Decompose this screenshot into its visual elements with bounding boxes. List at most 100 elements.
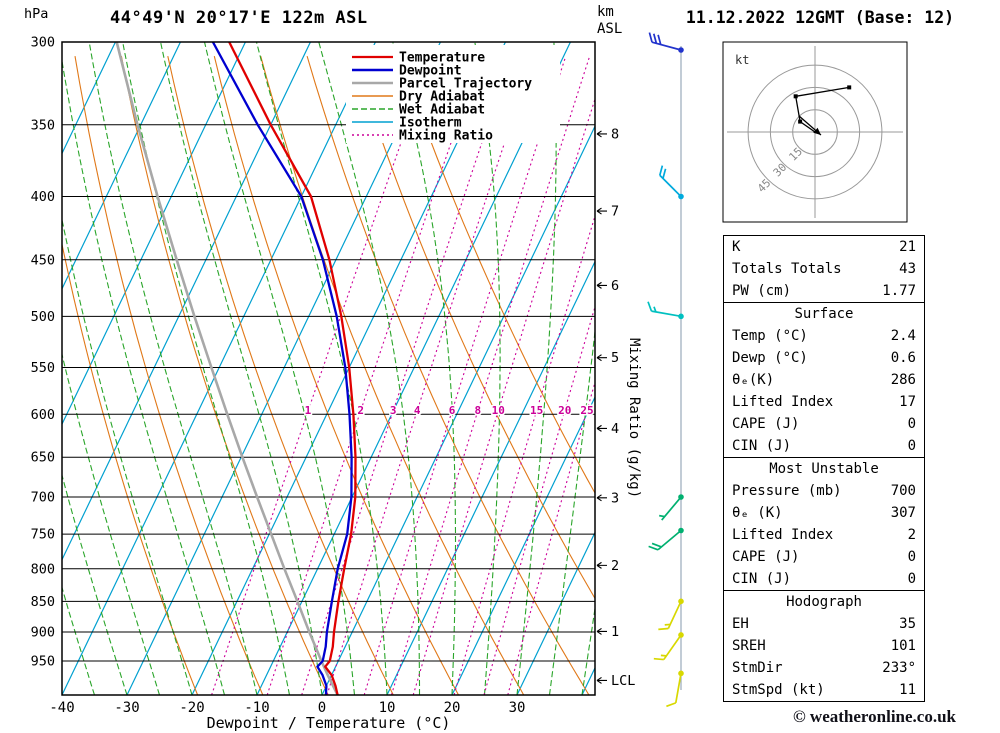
- wet-adiabat-line: [62, 57, 226, 695]
- legend-label: Mixing Ratio: [399, 129, 493, 144]
- pressure-tick-label: 700: [31, 490, 55, 506]
- wind-barb: [648, 529, 682, 551]
- legend-label: Temperature: [399, 51, 485, 66]
- stat-label: K: [732, 239, 741, 255]
- pressure-tick-label: 600: [31, 407, 55, 423]
- wind-level-dot: [678, 670, 684, 677]
- km-tick-label: 7: [611, 204, 619, 220]
- stat-value: 700: [890, 483, 916, 499]
- mixing-ratio-value-label: 6: [449, 404, 456, 417]
- run-datetime: 11.12.2022 12GMT (Base: 12): [685, 8, 955, 27]
- isotherm-line: [386, 260, 595, 695]
- km-tick-label: 1: [611, 624, 619, 640]
- stat-value: 11: [899, 682, 916, 698]
- pressure-tick-label: 750: [31, 527, 55, 543]
- mixing-ratio-line: [326, 55, 534, 695]
- mixing-ratio-value-label: 15: [530, 404, 543, 417]
- stats-section: Surface Temp (°C) 2.4 Dewp (°C) 0.6 θₑ(K) 286 L…: [723, 303, 925, 458]
- mixing-ratio-value-label: 10: [492, 404, 505, 417]
- stat-value: 43: [899, 261, 916, 277]
- stat-value: 0: [907, 438, 916, 454]
- dry-adiabat-line: [306, 55, 590, 695]
- pressure-tick-label: 900: [31, 625, 55, 641]
- stats-section-title: Most Unstable: [769, 461, 879, 477]
- stat-row: Lifted Index 2: [724, 524, 924, 546]
- stat-label: StmSpd (kt): [732, 682, 825, 698]
- pressure-tick-label: 300: [31, 35, 55, 51]
- stat-label: CAPE (J): [732, 416, 800, 432]
- stat-label: CIN (J): [732, 438, 792, 454]
- stats-section: Most Unstable Pressure (mb) 700 θₑ (K) 307 Li…: [723, 458, 925, 591]
- stat-label: θₑ(K): [732, 372, 775, 388]
- stat-row: Pressure (mb) 700: [724, 480, 924, 502]
- isotherm-line: [126, 42, 441, 695]
- wind-barb-column: [647, 32, 684, 708]
- stat-label: Totals Totals: [732, 261, 842, 277]
- dry-adiabat-line: [120, 55, 329, 695]
- isotherm-line: [62, 42, 116, 155]
- mixing-ratio-value-label: 8: [475, 404, 482, 417]
- stat-label: CIN (J): [732, 571, 792, 587]
- km-tick: [596, 494, 607, 502]
- legend-label: Parcel Trajectory: [399, 77, 532, 92]
- storm-motion-arrowhead: [813, 127, 821, 135]
- stat-row: Totals Totals 43: [724, 258, 924, 280]
- temperature-tick-label: 30: [509, 700, 526, 716]
- stat-label: Temp (°C): [732, 328, 808, 344]
- stat-label: StmDir: [732, 660, 783, 676]
- isotherm-line: [451, 395, 595, 695]
- altitude-axis-header: km ASL: [597, 4, 622, 38]
- temperature-tick-label: 0: [318, 700, 326, 716]
- mixing-ratio-value-label: 4: [414, 404, 421, 417]
- stat-value: 2.4: [890, 328, 916, 344]
- wet-adiabat-line: [548, 326, 595, 695]
- wind-barb: [653, 634, 682, 661]
- km-tick-label: 2: [611, 558, 619, 574]
- wind-level-dot: [678, 313, 684, 320]
- km-tick-label: 6: [611, 278, 619, 294]
- pressure-tick-label: 400: [31, 189, 55, 205]
- dry-adiabat-line: [213, 55, 459, 695]
- mixing-ratio-value-label: 1: [305, 404, 312, 417]
- stat-value: 0: [907, 416, 916, 432]
- temperature-tick-label: 20: [444, 700, 461, 716]
- wind-barb: [658, 165, 682, 198]
- stat-label: Lifted Index: [732, 394, 834, 410]
- stat-label: Lifted Index: [732, 527, 834, 543]
- pressure-tick-label: 800: [31, 561, 55, 577]
- wind-level-dot: [678, 47, 684, 53]
- legend-label: Dry Adiabat: [399, 90, 485, 105]
- wind-level-dot: [678, 527, 684, 534]
- hodograph-point: [847, 85, 852, 90]
- stats-table: K 21 Totals Totals 43 PW (cm) 1.77 Surface Temp…: [723, 235, 925, 702]
- km-tick-label: 8: [611, 126, 619, 142]
- stat-value: 2: [907, 527, 916, 543]
- wind-barb: [666, 673, 682, 708]
- stat-row: CAPE (J) 0: [724, 413, 924, 435]
- stat-value: 0: [907, 549, 916, 565]
- dry-adiabat-line: [62, 242, 199, 695]
- hodograph-ring: [792, 109, 838, 155]
- credit-link[interactable]: © weatheronline.co.uk: [792, 707, 956, 726]
- isotherm-line: [256, 42, 571, 695]
- km-tick: [596, 281, 607, 289]
- hodograph-point: [798, 119, 803, 124]
- dry-adiabat-line: [74, 56, 264, 695]
- wind-barb: [648, 32, 682, 51]
- stat-value: 35: [899, 616, 916, 632]
- temperature-tick-label: -10: [244, 700, 269, 716]
- km-tick: [596, 130, 607, 138]
- isotherm-line: [62, 42, 181, 291]
- km-unit-label: km: [597, 4, 614, 20]
- stat-row: StmSpd (kt) 11: [724, 679, 924, 701]
- wind-barb: [658, 600, 682, 631]
- stat-row: Temp (°C) 2.4: [724, 325, 924, 347]
- stat-value: 101: [890, 638, 916, 654]
- pressure-tick-label: 650: [31, 450, 55, 466]
- mixing-ratio-line: [301, 55, 512, 695]
- wind-barb: [647, 301, 682, 318]
- plot-border: [61, 41, 596, 696]
- stat-row: CIN (J) 0: [724, 435, 924, 457]
- mixing-ratio-line: [412, 97, 595, 695]
